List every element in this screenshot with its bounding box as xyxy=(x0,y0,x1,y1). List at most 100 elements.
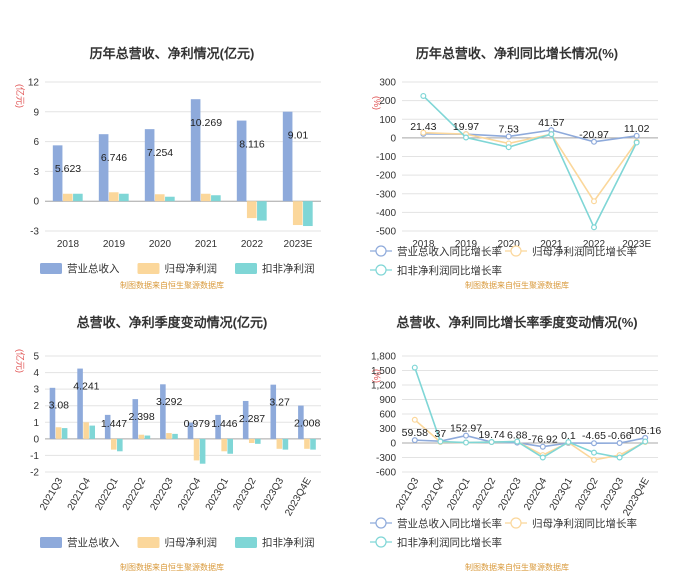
data-point xyxy=(539,443,546,450)
lines xyxy=(411,364,649,463)
y-tick-label: 0 xyxy=(33,434,39,445)
legend-marker xyxy=(375,536,387,548)
data-point xyxy=(505,144,512,151)
bar xyxy=(310,438,316,450)
x-tick-label: 2023Q4E xyxy=(283,476,314,518)
bar xyxy=(83,422,89,439)
legend-swatch xyxy=(40,263,62,274)
data-label: 19.97 xyxy=(453,121,479,133)
series-line xyxy=(414,367,646,459)
y-tick-label: 0 xyxy=(390,439,396,450)
x-tick-label: 2023Q3 xyxy=(259,476,287,513)
bar xyxy=(61,428,68,439)
bar xyxy=(270,384,277,439)
data-label: 37 xyxy=(435,428,447,440)
data-label: 9.01 xyxy=(288,130,309,142)
data-label: 8.116 xyxy=(239,138,265,150)
bar xyxy=(187,422,194,439)
y-tick-label: -300 xyxy=(376,189,396,200)
x-tick-label: 2018 xyxy=(412,239,435,250)
y-axis-unit: (%) xyxy=(372,96,382,110)
data-point xyxy=(437,438,444,445)
bar xyxy=(298,405,304,439)
data-label: 152.97 xyxy=(450,423,482,435)
data-point xyxy=(462,134,469,141)
data-point xyxy=(591,456,598,463)
data-point xyxy=(548,131,555,138)
y-axis-unit: (亿元) xyxy=(15,349,26,373)
legend-label: 扣非净利润 xyxy=(262,536,315,549)
bar xyxy=(255,438,261,444)
y-tick-label: 100 xyxy=(379,115,396,126)
data-point xyxy=(591,198,598,205)
x-tick-label: 2022Q2 xyxy=(471,476,499,513)
y-tick-label: 2 xyxy=(33,401,39,412)
bar xyxy=(166,433,172,439)
data-label: 6.746 xyxy=(101,152,127,164)
legend-label: 扣非净利润同比增长率 xyxy=(397,536,502,549)
legend-marker xyxy=(510,245,522,257)
data-label: 3.08 xyxy=(49,400,70,412)
y-tick-label: -500 xyxy=(376,227,396,238)
data-label: -4.65 xyxy=(582,430,606,442)
x-tick-label: 2023Q1 xyxy=(548,476,576,513)
y-axis-unit: (%) xyxy=(372,369,382,383)
data-point xyxy=(488,439,495,446)
bar xyxy=(257,201,267,221)
legend-label: 归母净利润 xyxy=(165,536,218,549)
bar xyxy=(62,193,73,202)
annual-revenue-profit-chart: 历年总营收、净利情况(亿元) (亿元)12 9 6 3 0 -3 2018 2019 2020 20… xyxy=(15,46,321,289)
legend-swatch xyxy=(137,263,160,274)
y-tick-label: 12 xyxy=(28,78,40,89)
legend-marker xyxy=(510,517,522,529)
bar xyxy=(304,438,310,449)
x-tick-label: 2022Q3 xyxy=(148,476,176,513)
chart-title: 总营收、净利同比增长率季度变动情况(%) xyxy=(396,315,637,330)
bar xyxy=(104,414,111,439)
x-tick-label: 2019 xyxy=(103,239,126,250)
data-point xyxy=(514,438,521,445)
legend-label: 归母净利润 xyxy=(165,262,218,275)
legend-marker xyxy=(375,517,387,529)
data-label: 4.241 xyxy=(73,380,99,392)
legend-label: 营业总收入同比增长率 xyxy=(397,245,502,258)
data-point xyxy=(565,439,572,446)
data-point xyxy=(411,416,418,423)
bar xyxy=(292,201,303,226)
legend-swatch xyxy=(137,537,160,548)
x-tick-label: 2020 xyxy=(498,239,521,250)
bar xyxy=(172,433,178,439)
data-label: 3.27 xyxy=(269,397,290,409)
y-tick-label: 1,800 xyxy=(371,352,396,363)
data-label: 1.447 xyxy=(101,418,127,430)
source-note: 制图数据来自恒生聚源数据库 xyxy=(120,562,224,572)
bar xyxy=(211,195,221,202)
bar xyxy=(98,134,109,202)
x-tick-label: 2023Q3 xyxy=(599,476,627,513)
y-axis-unit: (亿元) xyxy=(15,84,26,108)
bar xyxy=(276,438,283,449)
y-tick-label: -200 xyxy=(376,171,396,182)
data-label: 59.58 xyxy=(402,427,428,439)
x-tick-label: 2022Q3 xyxy=(496,476,524,513)
y-tick-label: 0 xyxy=(390,133,396,144)
bar xyxy=(236,120,247,202)
x-tick-label: 2021Q4 xyxy=(66,476,94,513)
chart-panel-quarterly-growth: 总营收、净利同比增长率季度变动情况(%) (%) 1,800 1,500 1,200 90… xyxy=(345,289,690,578)
legend-label: 营业总收入同比增长率 xyxy=(397,517,502,530)
source-note: 制图数据来自恒生聚源数据库 xyxy=(465,280,569,289)
data-label: 6.88 xyxy=(507,430,528,442)
bar xyxy=(55,427,62,439)
bar xyxy=(160,384,166,439)
y-tick-label: -100 xyxy=(376,152,396,163)
data-point xyxy=(462,432,469,439)
legend-swatch xyxy=(40,537,62,548)
data-label: 10.269 xyxy=(190,117,222,129)
x-tick-label: 2021Q4 xyxy=(420,476,448,513)
y-tick-label: 3 xyxy=(33,385,39,396)
chart-title: 历年总营收、净利情况(亿元) xyxy=(90,46,255,61)
chart-panel-annual-growth: 历年总营收、净利同比增长情况(%) (%) 300 200 100 0 -100 -200 -3… xyxy=(345,0,690,289)
x-tick-label: 2022Q4 xyxy=(176,476,204,513)
bar xyxy=(200,193,211,202)
